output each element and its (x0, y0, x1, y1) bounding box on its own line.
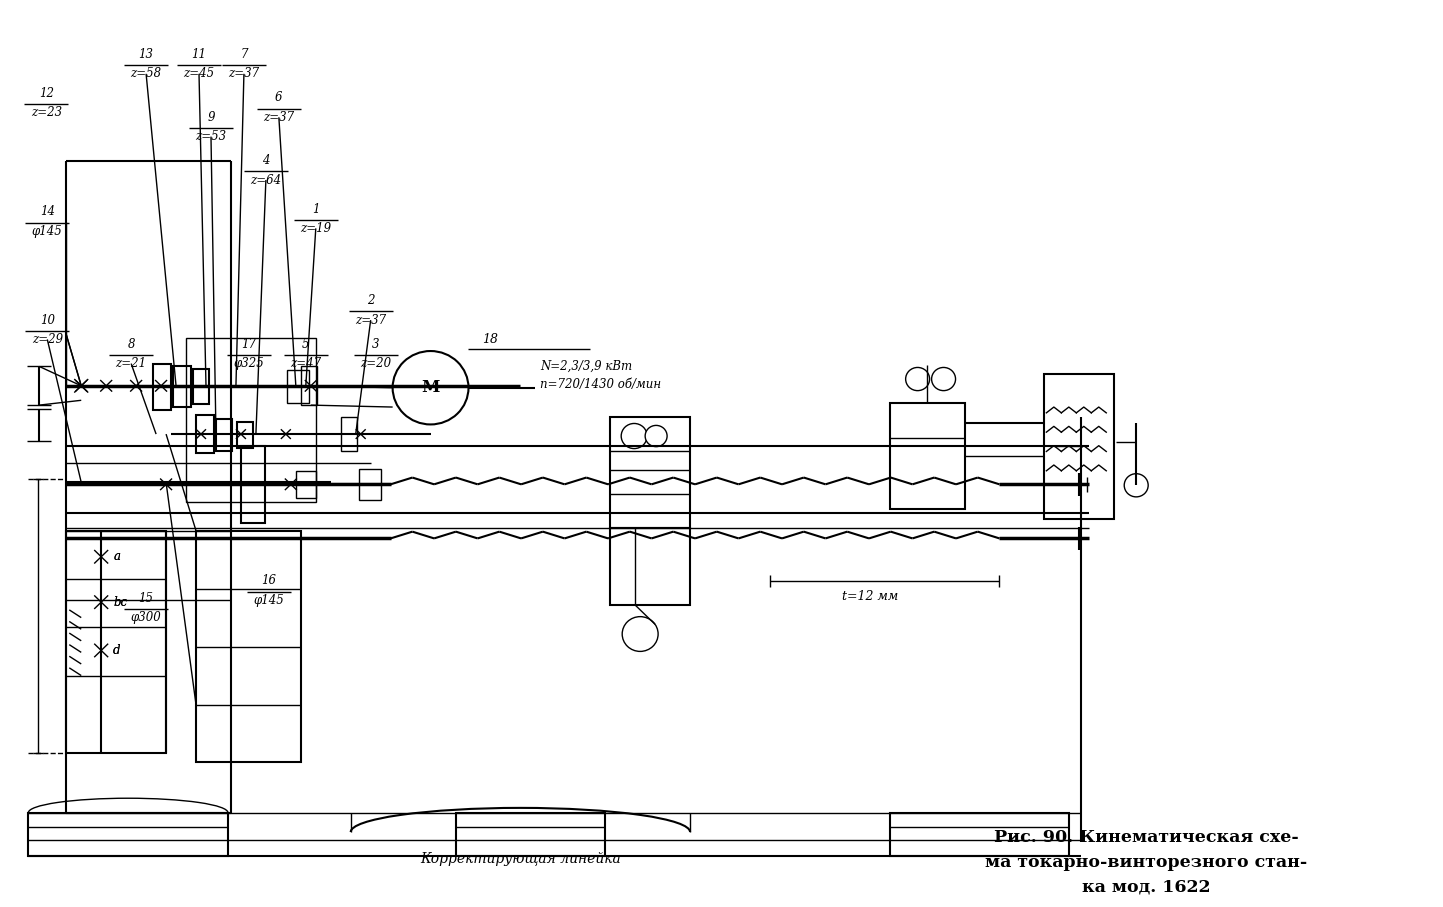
Text: d: d (113, 644, 121, 657)
Bar (173, 366, 190, 407)
Text: z=58: z=58 (130, 67, 162, 81)
Text: a: a (113, 551, 120, 563)
Bar (296, 471, 316, 498)
Bar (890, 404, 964, 510)
Bar (196, 531, 300, 763)
Text: z=47: z=47 (290, 357, 322, 370)
Text: φ145: φ145 (254, 594, 284, 607)
Text: 11: 11 (192, 48, 206, 61)
Bar (300, 366, 317, 405)
Text: 3: 3 (372, 337, 380, 351)
Text: φ300: φ300 (131, 611, 162, 624)
Text: z=29: z=29 (32, 333, 63, 346)
Circle shape (392, 351, 469, 424)
Text: 16: 16 (261, 574, 277, 588)
Bar (66, 531, 166, 753)
Text: a: a (113, 551, 120, 563)
Text: φ325: φ325 (234, 357, 264, 370)
Bar (610, 416, 690, 528)
Bar (1045, 375, 1114, 519)
Text: t=12 мм: t=12 мм (841, 590, 898, 603)
Circle shape (622, 617, 658, 651)
Bar (216, 419, 232, 452)
Text: z=37: z=37 (228, 67, 260, 81)
Circle shape (932, 367, 955, 391)
Circle shape (645, 425, 667, 446)
Text: 13: 13 (139, 48, 153, 61)
Text: z=19: z=19 (300, 222, 332, 235)
Text: 2: 2 (367, 294, 374, 307)
Text: 7: 7 (240, 48, 248, 61)
Bar (196, 414, 214, 454)
Bar (287, 370, 309, 404)
Text: z=37: z=37 (355, 314, 387, 327)
Text: 4: 4 (263, 154, 270, 167)
Text: 5: 5 (302, 337, 310, 351)
Bar (153, 364, 172, 410)
Text: z=45: z=45 (183, 67, 215, 81)
Text: 9: 9 (208, 111, 215, 123)
Text: 17: 17 (241, 337, 257, 351)
Bar (186, 337, 316, 502)
Circle shape (906, 367, 929, 391)
Text: 8: 8 (127, 337, 134, 351)
Text: z=37: z=37 (263, 111, 294, 123)
Text: z=23: z=23 (30, 106, 62, 119)
Text: 15: 15 (139, 591, 153, 605)
Text: 12: 12 (39, 87, 53, 100)
Text: Корректирующая линейка: Корректирующая линейка (420, 852, 620, 866)
Text: N=2,3/3,9 кВт: N=2,3/3,9 кВт (540, 360, 632, 373)
Text: z=64: z=64 (250, 173, 281, 187)
Bar (359, 469, 381, 500)
Bar (193, 369, 209, 405)
Text: 10: 10 (40, 314, 55, 327)
Text: bc: bc (113, 596, 127, 609)
Text: z=20: z=20 (361, 357, 391, 370)
Bar (610, 528, 690, 605)
Text: 1: 1 (312, 202, 319, 216)
Text: Рис. 90. Кинематическая схе-
ма токарно-винторезного стан-
ка мод. 1622: Рис. 90. Кинематическая схе- ма токарно-… (986, 829, 1307, 896)
Bar (241, 445, 266, 523)
Circle shape (620, 424, 646, 449)
Text: 18: 18 (482, 333, 498, 346)
Bar (890, 813, 1069, 856)
Text: M: M (421, 379, 440, 396)
Text: d: d (113, 644, 121, 657)
Text: 14: 14 (40, 206, 55, 219)
Text: bc: bc (113, 596, 127, 609)
Bar (341, 416, 356, 452)
Circle shape (1124, 473, 1149, 497)
Text: 6: 6 (276, 92, 283, 104)
Text: z=21: z=21 (115, 357, 147, 370)
Bar (456, 813, 605, 856)
Text: φ145: φ145 (32, 225, 62, 238)
Text: z=53: z=53 (195, 130, 227, 143)
Text: n=720/1430 об/мин: n=720/1430 об/мин (540, 378, 661, 391)
Bar (29, 813, 228, 856)
Bar (237, 422, 253, 448)
